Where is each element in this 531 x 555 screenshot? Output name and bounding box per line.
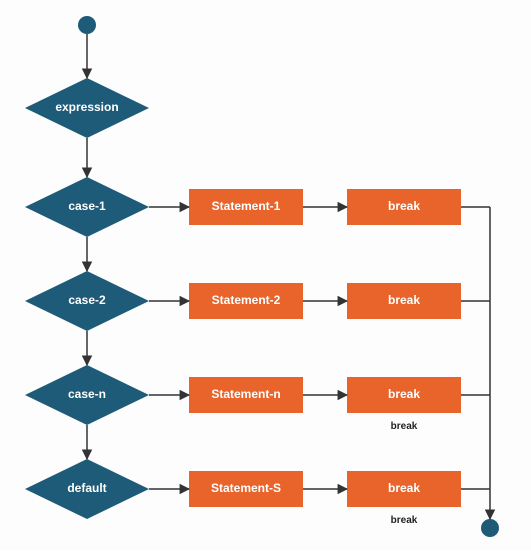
break-1-rect-label: break (388, 199, 420, 213)
start-node (78, 16, 96, 34)
default-diamond-label: default (67, 481, 106, 495)
case-1-diamond-label: case-1 (68, 199, 106, 213)
case-n-diamond-label: case-n (68, 387, 106, 401)
expression-diamond-label: expression (55, 100, 118, 114)
break-s-rect-label: break (388, 481, 420, 495)
break-caption-n: break (391, 421, 418, 432)
statement-1-rect-label: Statement-1 (212, 199, 281, 213)
switch-flowchart: expression case-1 case-2 case-n default State… (0, 0, 531, 550)
break-2-rect-label: break (388, 293, 420, 307)
break-caption-s: break (391, 515, 418, 526)
break-n-rect-label: break (388, 387, 420, 401)
statement-2-rect-label: Statement-2 (212, 293, 281, 307)
end-node (481, 519, 499, 537)
statement-n-rect-label: Statement-n (211, 387, 280, 401)
statement-s-rect-label: Statement-S (211, 481, 281, 495)
case-2-diamond-label: case-2 (68, 293, 106, 307)
